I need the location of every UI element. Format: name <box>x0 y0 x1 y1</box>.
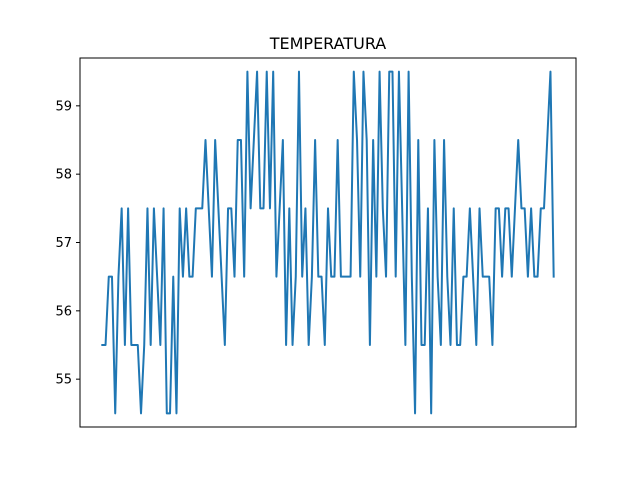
plot-area-frame <box>79 57 577 428</box>
y-tick-label: 56 <box>55 304 72 319</box>
y-tick-label: 59 <box>55 99 72 114</box>
y-axis: 55 56 57 58 59 <box>55 99 80 388</box>
y-tick-label: 55 <box>55 373 72 388</box>
chart-title: TEMPERATURA <box>269 34 387 53</box>
temperature-series-line <box>101 70 555 415</box>
y-tick-label: 58 <box>55 168 72 183</box>
y-tick-label: 57 <box>55 236 72 251</box>
